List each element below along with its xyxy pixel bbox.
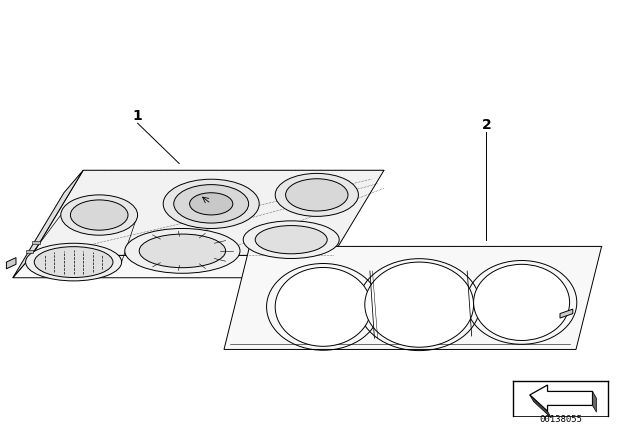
Ellipse shape [35,247,113,277]
Text: 00138055: 00138055 [539,415,582,424]
Ellipse shape [255,226,327,254]
Ellipse shape [243,221,339,258]
Polygon shape [6,258,16,269]
Ellipse shape [285,179,348,211]
Polygon shape [13,255,333,278]
Ellipse shape [140,234,225,268]
Polygon shape [560,309,573,318]
Ellipse shape [275,173,358,216]
Text: 2: 2 [481,118,492,133]
Ellipse shape [474,264,570,340]
Ellipse shape [125,228,240,273]
Polygon shape [32,170,384,255]
Ellipse shape [70,200,128,230]
Ellipse shape [163,179,259,228]
Bar [32,241,40,244]
Polygon shape [530,385,593,411]
Ellipse shape [189,193,233,215]
Bar [26,250,33,253]
Polygon shape [13,170,83,278]
Ellipse shape [61,195,138,235]
Polygon shape [593,392,596,412]
Polygon shape [530,395,552,418]
Ellipse shape [174,185,249,223]
Polygon shape [224,246,602,349]
Text: 1: 1 [132,109,143,124]
Ellipse shape [365,262,474,347]
Ellipse shape [275,267,371,346]
Ellipse shape [26,243,122,281]
